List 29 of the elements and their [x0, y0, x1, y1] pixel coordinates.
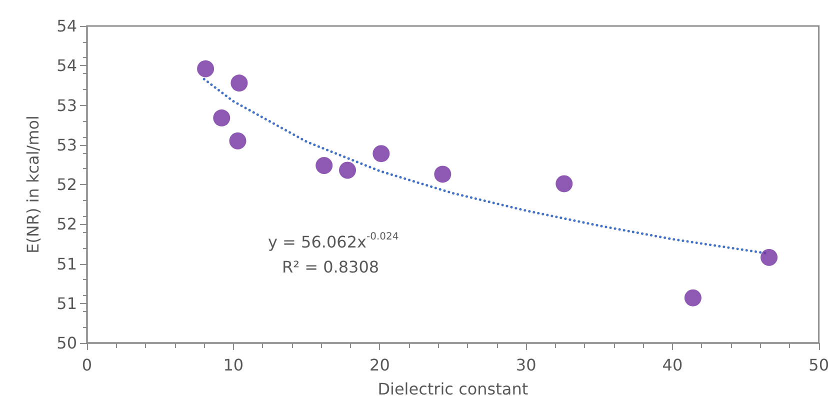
- point: [760, 248, 778, 266]
- x-tick-label: 10: [223, 356, 244, 374]
- x-tick-label: 50: [808, 356, 829, 374]
- y-axis-title: E(NR) in kcal/mol: [24, 116, 42, 254]
- point: [339, 162, 356, 179]
- point: [372, 145, 390, 162]
- point: [230, 74, 248, 92]
- x-tick-label: 0: [82, 356, 92, 374]
- y-tick-label: 53: [56, 96, 77, 115]
- x-tick-label: 30: [516, 356, 536, 374]
- annotation: R² = 0.8308: [282, 258, 380, 276]
- y-tick-label: 54: [56, 16, 77, 36]
- x-tick-label: 20: [370, 356, 390, 374]
- y-tick-label: 52: [56, 175, 77, 194]
- point: [556, 175, 573, 192]
- point: [213, 109, 230, 126]
- x-axis-title: Dielectric constant: [378, 380, 528, 398]
- y-tick-label: 51: [56, 294, 77, 313]
- x-tick-label: 40: [662, 356, 683, 374]
- point: [316, 156, 333, 174]
- point: [197, 60, 214, 78]
- y-tick-label: 52: [56, 214, 77, 234]
- point: [229, 132, 246, 150]
- y-tick-label: 51: [56, 254, 77, 274]
- point: [434, 166, 452, 183]
- y-tick-label: 53: [56, 135, 77, 154]
- y-tick-label: 50: [56, 334, 77, 352]
- point: [684, 289, 702, 306]
- y-tick-label: 54: [56, 56, 77, 76]
